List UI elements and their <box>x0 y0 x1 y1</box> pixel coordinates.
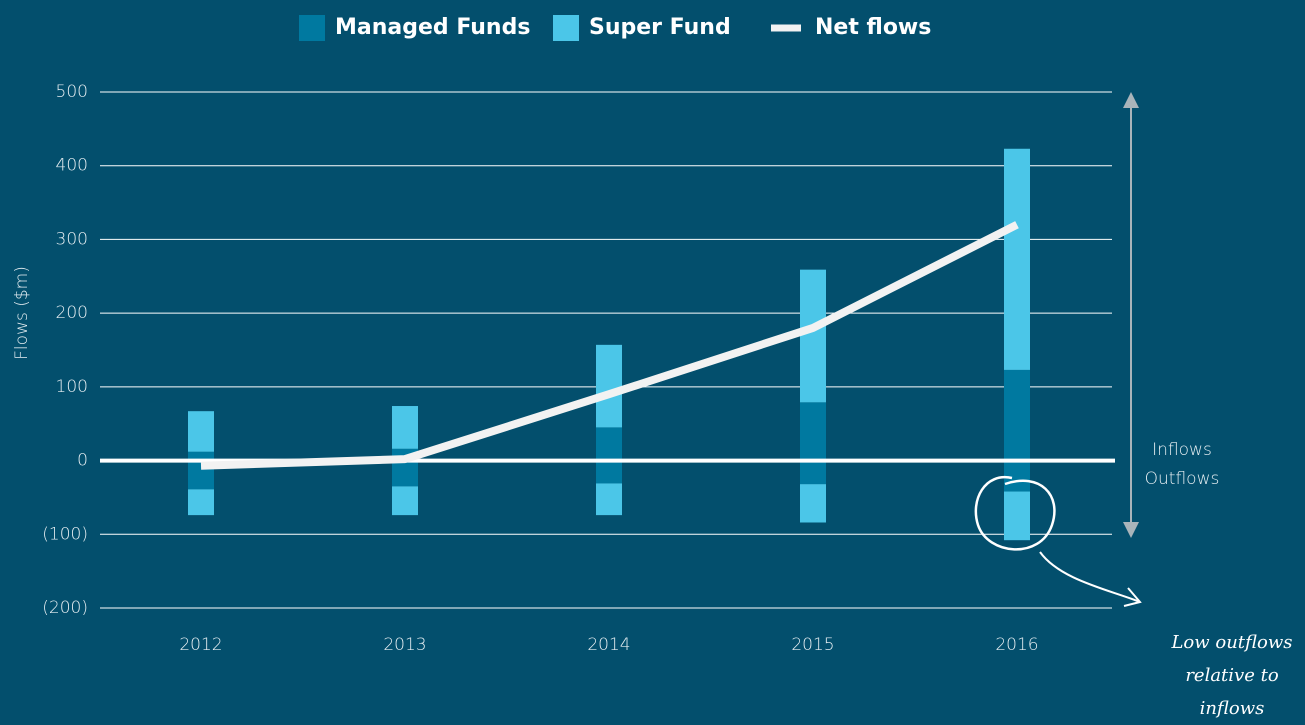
x-tick-label: 2012 <box>179 635 222 655</box>
x-tick-label: 2013 <box>383 635 426 655</box>
y-tick-label: 200 <box>56 303 88 323</box>
y-tick-label: 300 <box>56 229 88 249</box>
y-tick-label: 400 <box>56 156 88 176</box>
bar-segment <box>392 406 418 449</box>
legend-label: Super Fund <box>589 15 731 40</box>
y-tick-label: (200) <box>42 598 88 618</box>
x-tick-label: 2014 <box>587 635 630 655</box>
y-tick-label: 0 <box>77 451 88 471</box>
page: {"chart_data": { "type": "bar", "categor… <box>12 15 1293 719</box>
legend-swatch <box>553 15 579 41</box>
annotation: Inflows <box>1152 440 1212 460</box>
bar-segment <box>800 460 826 485</box>
x-tick-label: 2016 <box>995 635 1038 655</box>
y-axis-label: Flows ($m) <box>12 266 32 360</box>
annotation: Outflows <box>1145 469 1220 489</box>
bar-segment <box>596 460 622 484</box>
legend-swatch <box>299 15 325 41</box>
x-tick-label: 2015 <box>791 635 834 655</box>
bar-segment <box>188 489 214 516</box>
bar-segment <box>800 269 826 403</box>
y-tick-label: (100) <box>42 524 88 544</box>
bar-segment <box>596 344 622 428</box>
net-flows-line <box>200 221 1019 470</box>
bar-segment <box>1004 148 1030 370</box>
bar-segment <box>596 483 622 516</box>
legend-label: Net flows <box>815 15 931 40</box>
legend-label: Managed Funds <box>335 15 530 40</box>
bar-segment <box>596 427 622 461</box>
bar-segment <box>1004 369 1030 461</box>
highlight-circle <box>974 475 1056 551</box>
bar-segment <box>188 451 214 461</box>
annotation: Low outflows relative to inflows <box>1171 632 1293 719</box>
bar-segment <box>800 402 826 461</box>
bar-segment <box>800 484 826 523</box>
bar-segment <box>392 448 418 461</box>
bar-segment <box>1004 460 1030 492</box>
y-tick-label: 100 <box>56 377 88 397</box>
bar-segment <box>392 460 418 487</box>
bar-segment <box>392 486 418 516</box>
callout-arrow <box>1039 551 1142 607</box>
y-tick-label: 500 <box>56 82 88 102</box>
bar-segment <box>1004 491 1030 541</box>
chart: Flows ($m) Inflows Outflows (200) (100) 0 1… <box>12 15 1220 655</box>
bar-segment <box>188 411 214 452</box>
